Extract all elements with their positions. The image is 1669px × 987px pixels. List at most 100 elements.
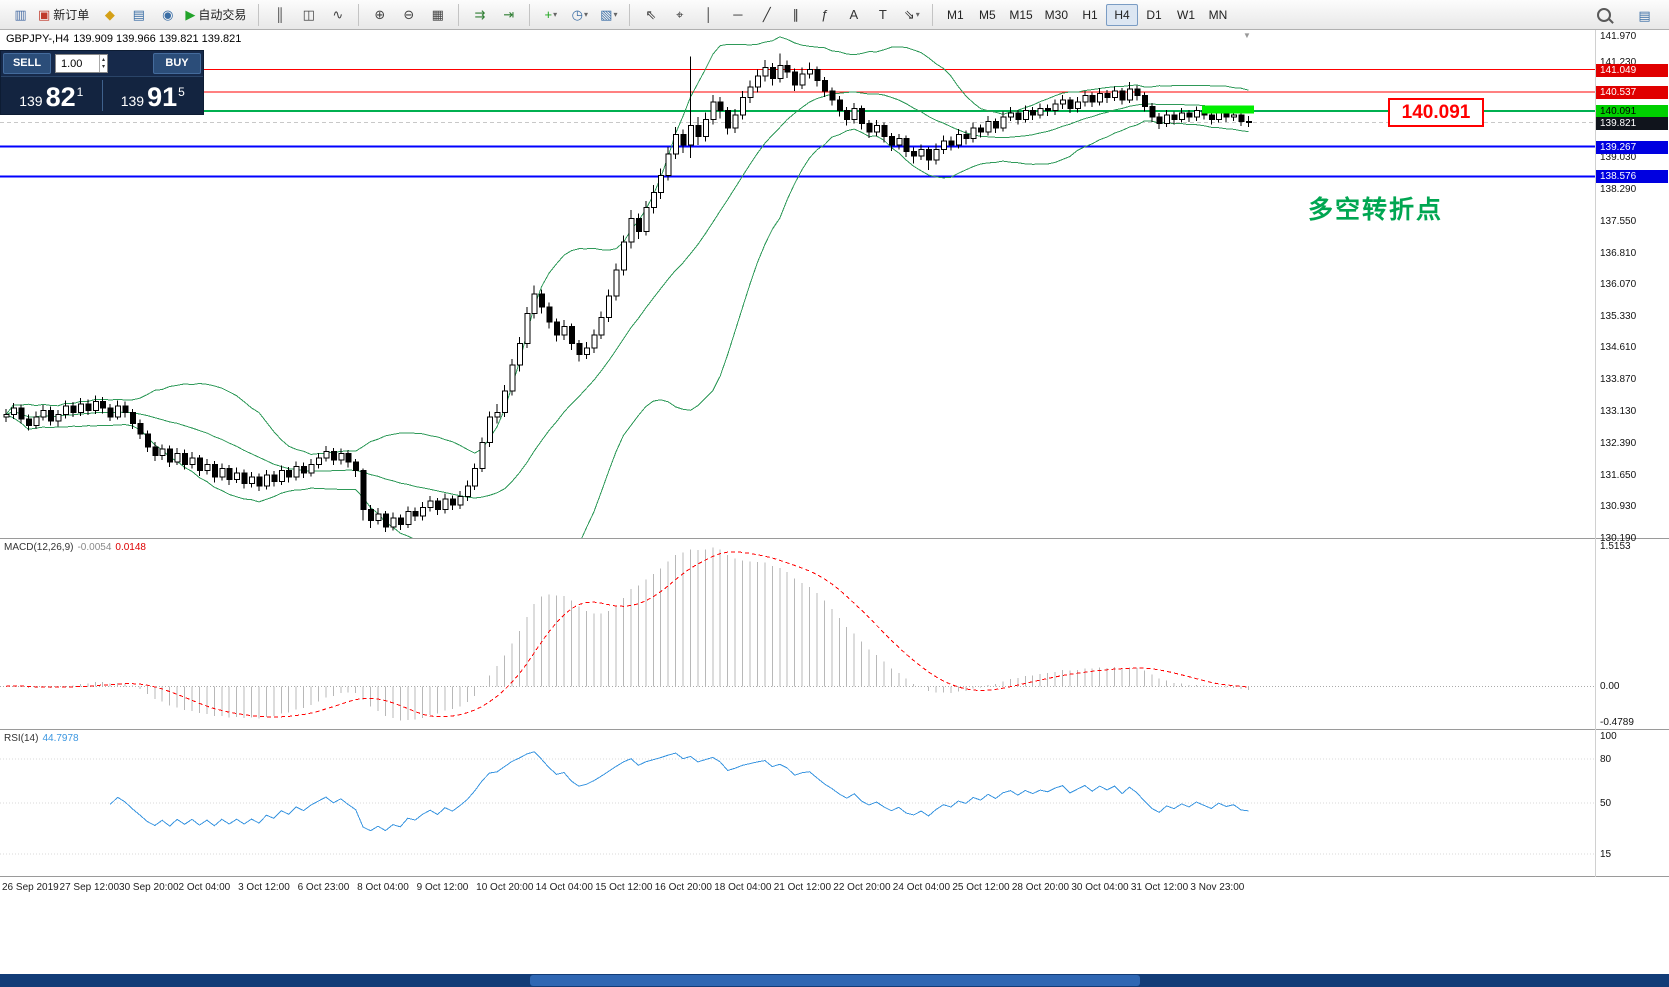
spinner-up-icon[interactable]: ▴ [102, 56, 106, 63]
search-button[interactable] [1589, 3, 1618, 27]
candlestick-chart-icon-glyph: ◫ [302, 7, 315, 22]
rsi-indicator-label: RSI(14) 44.7978 [4, 733, 79, 744]
price-badge: 139.267 [1596, 140, 1668, 154]
date-label: 18 Oct 04:00 [714, 882, 772, 893]
macd-axis-min: -0.4789 [1600, 717, 1634, 728]
tf-m15-button[interactable]: M15 [1003, 4, 1038, 26]
price-tick: 141.230 [1600, 56, 1637, 68]
scrollbar-thumb[interactable] [530, 975, 1140, 986]
zoom-out-icon[interactable]: ⊖ [394, 3, 423, 27]
new-chart-icon-glyph: ▥ [14, 7, 27, 22]
toolbar-separator [629, 3, 631, 26]
tf-m5-button[interactable]: M5 [971, 4, 1003, 26]
price-tick: 134.610 [1600, 342, 1637, 354]
toolbar-group-scroll: ⇉ ⇥ [463, 3, 525, 27]
buy-button[interactable]: BUY [153, 53, 201, 74]
price-pane[interactable] [0, 30, 1595, 538]
tile-windows-icon[interactable]: ▦ [423, 3, 452, 27]
price-callout-box[interactable]: 140.091 [1388, 98, 1484, 127]
pane-separator[interactable] [0, 729, 1669, 730]
horizontal-scrollbar[interactable] [0, 974, 1669, 987]
candlestick-chart-icon[interactable]: ◫ [294, 3, 323, 27]
vertical-line-icon[interactable]: │ [694, 3, 723, 27]
symbol-period: GBPJPY-,H4 [6, 33, 70, 45]
sell-button[interactable]: SELL [3, 53, 51, 74]
fibonacci-icon[interactable]: ƒ [810, 3, 839, 27]
caret-down-icon: ▾ [583, 10, 588, 19]
date-label: 27 Sep 12:00 [59, 882, 120, 893]
rsi-axis-tick: 100 [1600, 731, 1617, 742]
date-label: 15 Oct 12:00 [595, 882, 653, 893]
horizontal-line-icon[interactable]: ─ [723, 3, 752, 27]
tf-h1-button[interactable]: H1 [1074, 4, 1106, 26]
trendline-icon[interactable]: ╱ [752, 3, 781, 27]
tf-mn-button[interactable]: MN [1202, 4, 1234, 26]
tf-d1-button[interactable]: D1 [1138, 4, 1170, 26]
profiles-button[interactable]: ▤ [1630, 3, 1659, 27]
macd-pane[interactable] [0, 539, 1595, 729]
navigator-icon-glyph: ◉ [162, 7, 174, 22]
profiles-icon: ▤ [1638, 7, 1651, 23]
tf-h4-button[interactable]: H4 [1106, 3, 1139, 26]
market-watch-icon[interactable]: ◆ [95, 3, 124, 27]
cursor-icon-glyph: ⇖ [645, 7, 657, 22]
date-label: 9 Oct 12:00 [416, 882, 469, 893]
arrows-icon[interactable]: ⇘ ▾ [897, 3, 926, 27]
price-tick: 133.870 [1600, 374, 1637, 386]
pane-separator[interactable] [0, 538, 1669, 539]
templates-icon[interactable]: ▧ ▾ [594, 3, 623, 27]
rsi-axis-tick: 50 [1600, 798, 1612, 809]
periods-icon-glyph: ◷ [571, 7, 583, 22]
macd-axis-max: 1.5153 [1600, 541, 1631, 552]
tf-m5-label: M5 [978, 7, 996, 22]
bar-chart-icon[interactable]: ║ [265, 3, 294, 27]
lot-spinner[interactable]: ▴ ▾ [99, 55, 107, 72]
chart-shift-icon[interactable]: ⇥ [494, 3, 523, 27]
channel-icon[interactable]: ∥ [781, 3, 810, 27]
rsi-pane[interactable] [0, 730, 1595, 876]
macd-value-signal: 0.0148 [115, 542, 146, 553]
date-label: 24 Oct 04:00 [892, 882, 951, 893]
cursor-icon[interactable]: ⇖ [636, 3, 665, 27]
tile-windows-icon-glyph: ▦ [431, 7, 444, 22]
zoom-in-icon[interactable]: ⊕ [365, 3, 394, 27]
date-axis: 26 Sep 2019 27 Sep 12:00 30 Sep 20:00 2 Oct… [0, 877, 1595, 899]
tf-m1-button[interactable]: M1 [939, 4, 971, 26]
chart-shift-marker[interactable]: ▼ [1243, 31, 1251, 40]
trendline-icon-glyph: ╱ [762, 7, 771, 22]
spinner-down-icon[interactable]: ▾ [102, 63, 106, 70]
buy-price[interactable]: 139 91 5 [103, 77, 204, 114]
rsi-axis-tick: 80 [1600, 754, 1612, 766]
search-icon [1596, 8, 1611, 22]
tf-w1-label: W1 [1177, 7, 1196, 22]
toolbar-separator [258, 3, 260, 26]
navigator-icon[interactable]: ◉ [153, 3, 182, 27]
buy-price-big: 91 [147, 82, 178, 112]
toolbar-group-objects: ⇖ ⌖ │ ─ ╱ ∥ ƒ A T ⇘ ▾ [634, 3, 928, 27]
sell-price[interactable]: 139 82 1 [1, 77, 102, 114]
line-chart-icon[interactable]: ∿ [323, 3, 352, 27]
periods-icon[interactable]: ◷ ▾ [565, 3, 594, 27]
zoom-out-icon-glyph: ⊖ [403, 7, 415, 22]
auto-scroll-icon[interactable]: ⇉ [465, 3, 494, 27]
caret-down-icon: ▾ [915, 10, 920, 19]
market-watch-icon-glyph: ◆ [104, 7, 115, 22]
templates-icon-glyph: ▧ [600, 7, 613, 22]
lot-size-input[interactable]: 1.00 ▴ ▾ [55, 54, 109, 73]
text-icon[interactable]: A [839, 3, 868, 27]
rsi-name: RSI(14) [4, 733, 39, 744]
chart-annotation-text[interactable]: 多空转折点 [1308, 196, 1444, 224]
tf-w1-button[interactable]: W1 [1170, 4, 1202, 26]
data-window-icon[interactable]: ▤ [124, 3, 153, 27]
indicators-icon[interactable]: + ▾ [536, 3, 565, 27]
toolbar: ▥ ▣ 新订单 ◆ ▤ ◉ ▶ 自动交易 ║ ◫ ∿ ⊕ ⊖ ▦ ⇉ ⇥ + ▾ ◷ ▾ ▧ ▾ ⇖ ⌖ │ ─ ╱ ∥ ƒ A T ⇘ ▾ M1… [0, 0, 1669, 30]
chart-window[interactable]: GBPJPY-,H4 139.909 139.966 139.821 139.82… [0, 30, 1669, 987]
tf-m30-button[interactable]: M30 [1039, 4, 1074, 26]
macd-name: MACD(12,26,9) [4, 542, 74, 553]
text-label-icon[interactable]: T [868, 3, 897, 27]
autotrading-button[interactable]: ▶ 自动交易 [182, 3, 252, 27]
crosshair-icon[interactable]: ⌖ [665, 3, 694, 27]
new-chart-icon[interactable]: ▥ [6, 3, 35, 27]
toolbar-right-group: ▤ [1589, 0, 1659, 30]
new-order-button[interactable]: ▣ 新订单 [35, 3, 95, 27]
